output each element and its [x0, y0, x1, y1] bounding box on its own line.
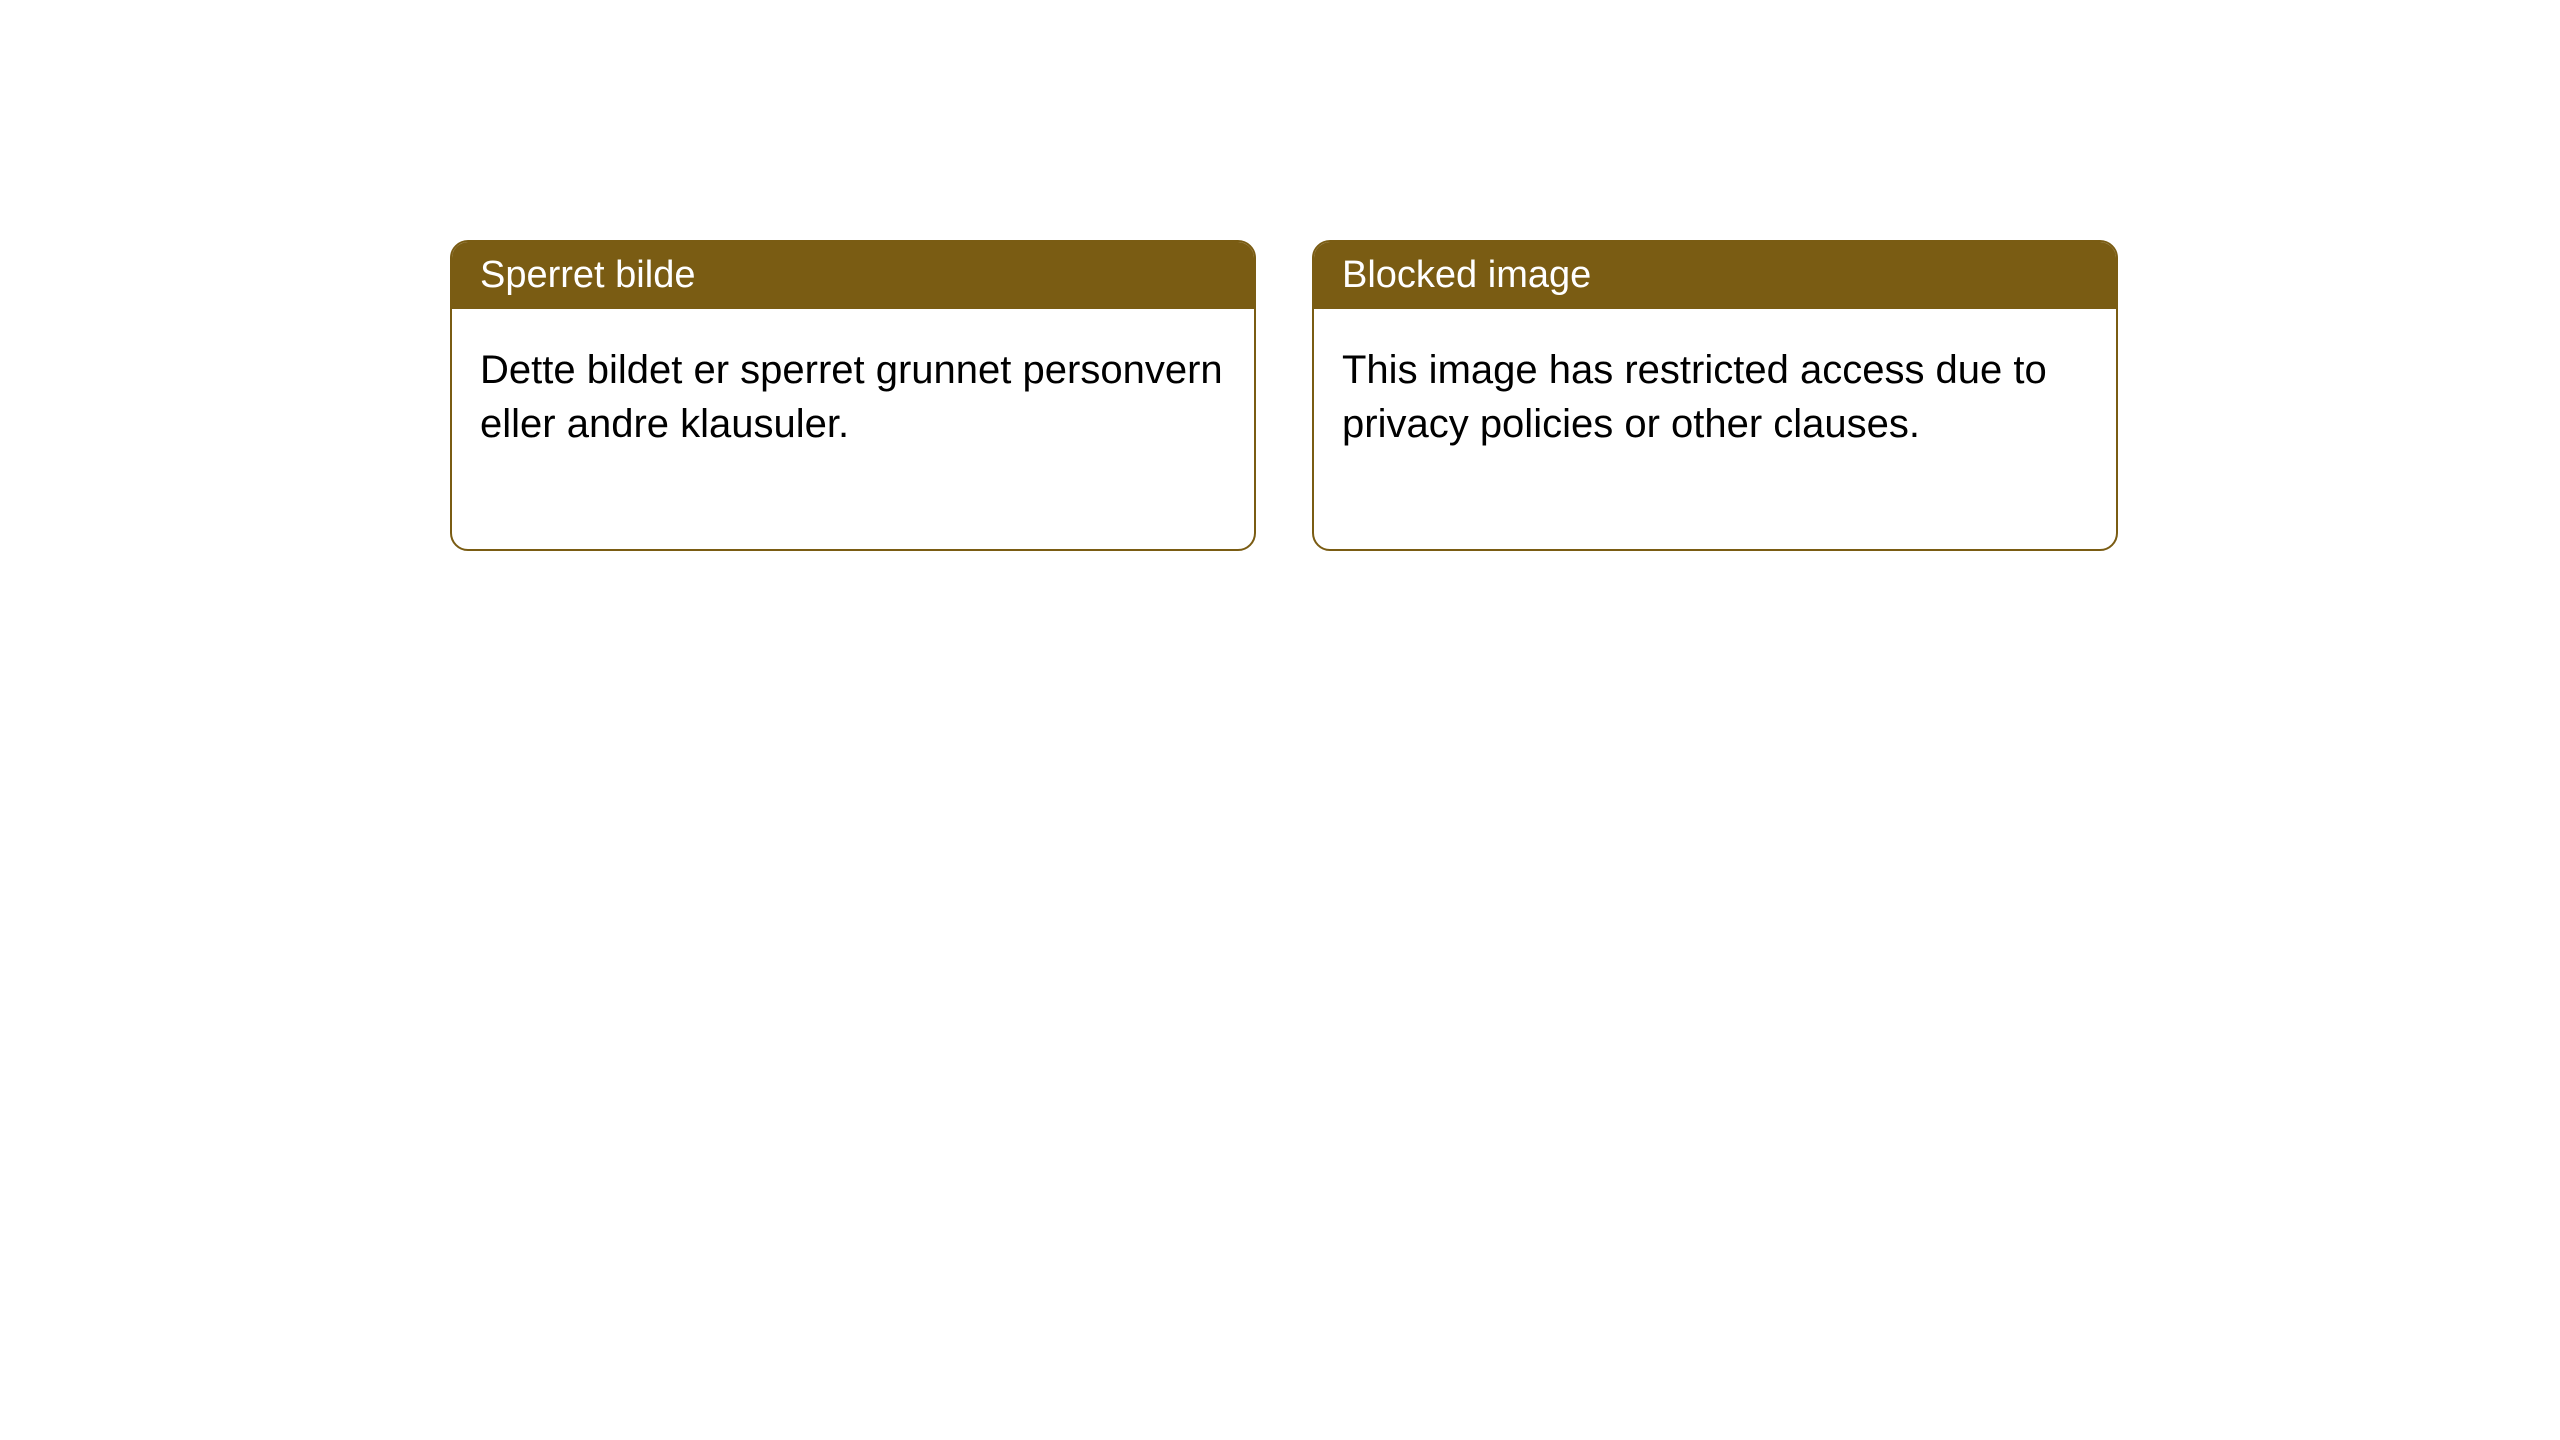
notice-card-text: This image has restricted access due to …	[1342, 348, 2047, 446]
notice-card-norwegian: Sperret bilde Dette bildet er sperret gr…	[450, 240, 1256, 551]
notice-card-body: This image has restricted access due to …	[1314, 309, 2116, 549]
notice-card-header: Sperret bilde	[452, 242, 1254, 309]
notice-card-english: Blocked image This image has restricted …	[1312, 240, 2118, 551]
notice-card-header: Blocked image	[1314, 242, 2116, 309]
notice-card-body: Dette bildet er sperret grunnet personve…	[452, 309, 1254, 549]
notice-card-text: Dette bildet er sperret grunnet personve…	[480, 348, 1223, 446]
notice-card-title: Sperret bilde	[480, 254, 695, 296]
notice-card-title: Blocked image	[1342, 254, 1591, 296]
notice-container: Sperret bilde Dette bildet er sperret gr…	[450, 240, 2118, 551]
